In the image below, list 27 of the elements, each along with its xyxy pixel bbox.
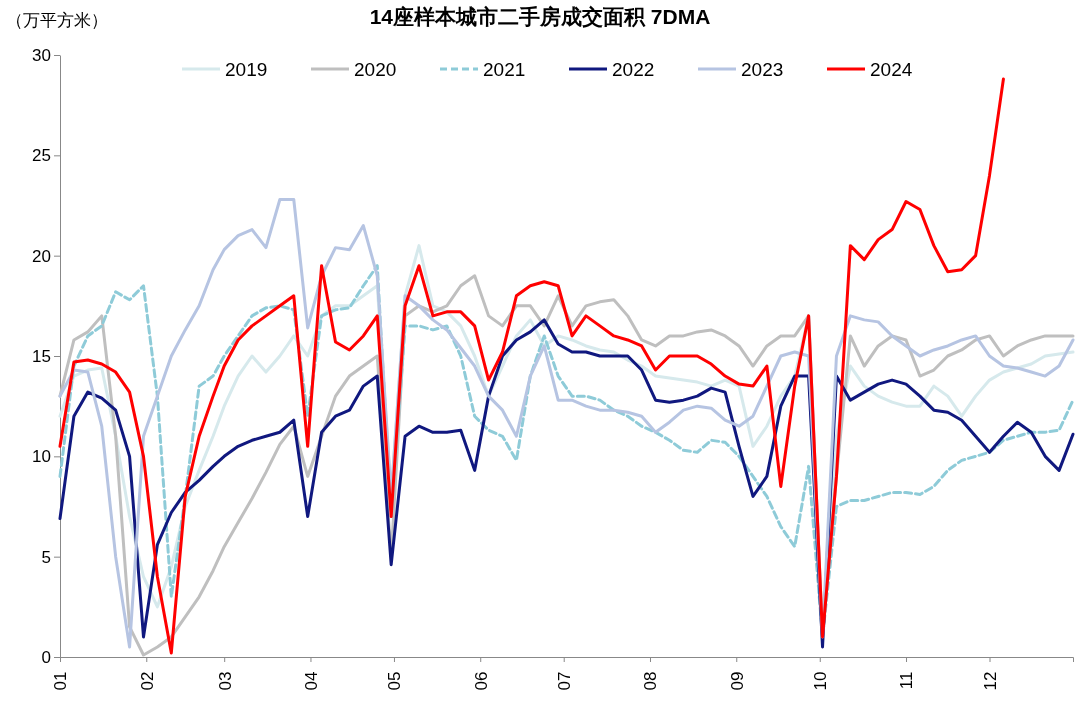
legend-label: 2019 xyxy=(225,59,268,80)
x-tick-label: 03 xyxy=(215,671,235,691)
x-tick-label: 02 xyxy=(137,671,157,691)
y-tick-label: 10 xyxy=(32,447,51,467)
legend-label: 2022 xyxy=(612,59,655,80)
x-tick-label: 07 xyxy=(555,671,575,691)
x-tick-label: 06 xyxy=(471,671,491,691)
x-tick-label: 10 xyxy=(811,671,831,691)
x-tick-label: 05 xyxy=(385,671,405,691)
legend-label: 2021 xyxy=(483,59,526,80)
legend-label: 2024 xyxy=(870,59,913,80)
y-tick-label: 30 xyxy=(32,45,51,65)
y-tick-label: 5 xyxy=(41,547,51,567)
x-tick-label: 11 xyxy=(897,671,917,690)
x-tick-label: 12 xyxy=(980,671,1000,691)
x-tick-label: 09 xyxy=(727,671,747,691)
y-tick-label: 15 xyxy=(32,346,51,366)
y-tick-label: 25 xyxy=(32,146,51,166)
x-tick-label: 04 xyxy=(301,671,321,691)
y-tick-label: 0 xyxy=(41,647,51,667)
legend-label: 2020 xyxy=(354,59,397,80)
x-tick-label: 01 xyxy=(51,671,71,691)
y-tick-label: 20 xyxy=(32,246,51,266)
y-axis-title: （万平方米） xyxy=(6,11,108,30)
legend-label: 2023 xyxy=(741,59,784,80)
chart-title: 14座样本城市二手房成交面积 7DMA xyxy=(369,5,711,28)
x-tick-label: 08 xyxy=(641,671,661,691)
